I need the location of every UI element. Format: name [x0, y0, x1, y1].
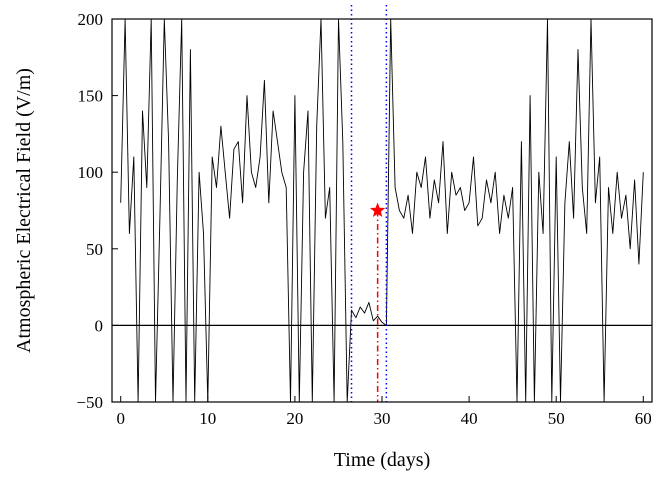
- star-marker: [370, 202, 386, 217]
- y-tick-label-0: −50: [76, 393, 103, 412]
- y-tick-label-3: 100: [78, 163, 104, 182]
- y-axis-label: Atmospheric Electrical Field (V/m): [13, 68, 35, 353]
- x-tick-label-6: 60: [635, 409, 652, 428]
- x-tick-label-2: 20: [286, 409, 303, 428]
- x-tick-label-0: 0: [116, 409, 125, 428]
- x-tick-label-1: 10: [199, 409, 216, 428]
- y-tick-label-4: 150: [78, 87, 104, 106]
- axes: 0 10 20 30 40 50 60 −50 0 50 100 150 200: [76, 10, 651, 428]
- y-tick-label-5: 200: [78, 10, 104, 29]
- y-tick-label-2: 50: [86, 240, 103, 259]
- y-tick-label-1: 0: [95, 316, 104, 335]
- x-tick-label-4: 40: [461, 409, 478, 428]
- x-tick-label-5: 50: [548, 409, 565, 428]
- x-axis-label: Time (days): [334, 449, 430, 471]
- plot-area: [112, 5, 652, 403]
- x-tick-label-3: 30: [374, 409, 391, 428]
